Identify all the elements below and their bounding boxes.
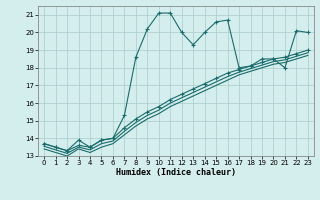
X-axis label: Humidex (Indice chaleur): Humidex (Indice chaleur) — [116, 168, 236, 177]
